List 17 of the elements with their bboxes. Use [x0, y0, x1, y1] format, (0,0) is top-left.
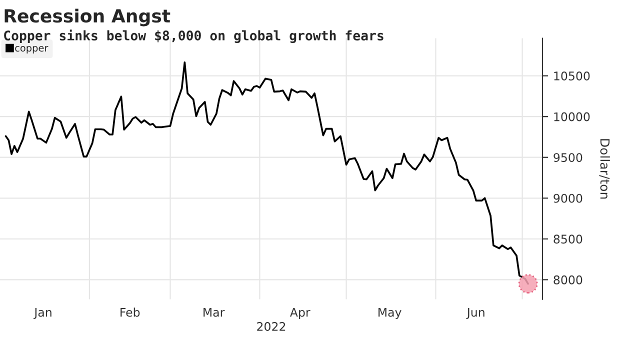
- x-tick-label: Feb: [120, 308, 140, 317]
- x-tick-label: Jun: [466, 308, 484, 319]
- y-tick-label: 10000: [554, 112, 590, 122]
- chart-subtitle: Copper sinks below $8,000 on global growth fears: [4, 30, 384, 44]
- y-tick-label: 9500: [554, 153, 582, 162]
- chart-title: Recession Angst: [4, 8, 170, 26]
- y-tick-label: 9000: [554, 194, 582, 203]
- y-tick-label: 10500: [554, 72, 590, 80]
- y-axis-title: Dollar/ton: [599, 139, 610, 199]
- legend-label: copper: [15, 46, 48, 54]
- x-axis-title: 2022: [257, 322, 286, 331]
- x-tick-label: Apr: [290, 308, 310, 320]
- y-tick-label: 8000: [554, 275, 582, 284]
- x-tick-label: Jan: [34, 308, 52, 319]
- x-tick-label: May: [378, 308, 402, 320]
- x-tick-label: Mar: [204, 308, 225, 317]
- y-tick-label: 8500: [554, 234, 582, 244]
